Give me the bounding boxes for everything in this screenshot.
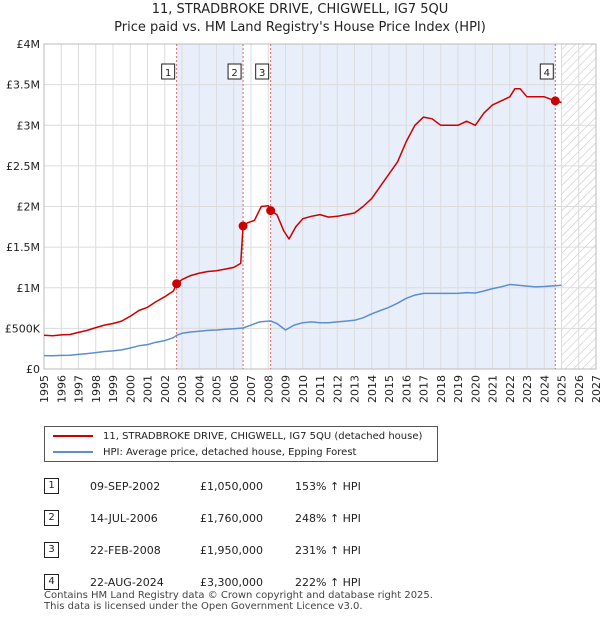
transaction-date: 22-AUG-2024 bbox=[90, 575, 164, 589]
chart-subtitle: Price paid vs. HM Land Registry's House … bbox=[114, 20, 486, 35]
x-tick-label: 2026 bbox=[573, 375, 586, 403]
x-tick-label: 1999 bbox=[107, 375, 120, 403]
y-tick-label: £3.5M bbox=[6, 79, 40, 92]
transaction-date: 22-FEB-2008 bbox=[90, 543, 161, 557]
x-tick-label: 2006 bbox=[228, 375, 241, 403]
x-tick-label: 2004 bbox=[193, 375, 206, 403]
x-tick-label: 2021 bbox=[487, 375, 500, 403]
y-tick-label: £500K bbox=[5, 322, 41, 335]
transaction-price: £1,050,000 bbox=[200, 479, 263, 493]
y-tick-label: £4M bbox=[17, 38, 41, 51]
price-chart: £0 £500K £1M £1.5M £2M £2.5M £3M £3.5M £4M 1995 19… bbox=[5, 38, 600, 403]
x-tick-label: 2014 bbox=[366, 375, 379, 403]
x-tick-label: 2010 bbox=[297, 375, 310, 403]
x-tick-label: 2013 bbox=[349, 375, 362, 403]
footer: Contains HM Land Registry data © Crown c… bbox=[44, 590, 433, 612]
legend-swatch-hpi bbox=[53, 451, 93, 453]
y-tick-label: £0 bbox=[26, 363, 40, 376]
table-row: 1 09-SEP-2002 £1,050,000 153% ↑ HPI bbox=[44, 470, 361, 502]
x-tick-label: 2016 bbox=[400, 375, 413, 403]
x-tick-label: 2009 bbox=[280, 375, 293, 403]
transaction-price: £3,300,000 bbox=[200, 575, 263, 589]
chart-title: 11, STRADBROKE DRIVE, CHIGWELL, IG7 5QU bbox=[151, 2, 449, 17]
x-tick-label: 2025 bbox=[556, 375, 569, 403]
hpi-line bbox=[43, 283, 562, 357]
y-tick-label: £2M bbox=[17, 201, 41, 214]
marker-box bbox=[161, 63, 176, 80]
x-tick-label: 2008 bbox=[262, 375, 275, 403]
sale-point bbox=[238, 221, 248, 231]
plot-frame bbox=[43, 43, 597, 370]
x-tick-label: 2015 bbox=[383, 375, 396, 403]
x-tick-label: 2017 bbox=[418, 375, 431, 403]
x-tick-label: 1995 bbox=[38, 375, 51, 403]
x-tick-label: 2007 bbox=[245, 375, 258, 403]
legend-item-property: 11, STRADBROKE DRIVE, CHIGWELL, IG7 5QU … bbox=[53, 429, 422, 443]
x-tick-label: 2023 bbox=[521, 375, 534, 403]
legend-label-hpi: HPI: Average price, detached house, Eppi… bbox=[103, 446, 357, 458]
y-tick-label: £1.5M bbox=[6, 241, 40, 254]
transaction-hpi: 231% ↑ HPI bbox=[295, 543, 361, 557]
table-row: 2 14-JUL-2006 £1,760,000 248% ↑ HPI bbox=[44, 502, 361, 534]
transaction-number: 3 bbox=[44, 542, 59, 558]
x-tick-label: 2020 bbox=[469, 375, 482, 403]
footer-copyright: Contains HM Land Registry data © Crown c… bbox=[44, 590, 433, 601]
y-tick-label: £1M bbox=[17, 282, 41, 295]
x-tick-label: 2024 bbox=[538, 375, 551, 403]
marker-box bbox=[227, 63, 242, 80]
sale-point bbox=[550, 96, 560, 106]
transaction-price: £1,760,000 bbox=[200, 511, 263, 525]
marker-label: 1 bbox=[165, 68, 171, 79]
x-tick-label: 1997 bbox=[73, 375, 86, 403]
x-tick-label: 2011 bbox=[314, 375, 327, 403]
transaction-hpi: 248% ↑ HPI bbox=[295, 511, 361, 525]
x-tick-label: 2012 bbox=[331, 375, 344, 403]
transaction-number: 1 bbox=[44, 478, 59, 494]
x-tick-label: 1996 bbox=[55, 375, 68, 403]
sale-point bbox=[266, 206, 276, 216]
transaction-number: 2 bbox=[44, 510, 59, 526]
x-tick-label: 2019 bbox=[452, 375, 465, 403]
x-tick-label: 1998 bbox=[90, 375, 103, 403]
transaction-hpi: 153% ↑ HPI bbox=[295, 479, 361, 493]
legend-item-hpi: HPI: Average price, detached house, Eppi… bbox=[53, 445, 356, 459]
chart-legend: 11, STRADBROKE DRIVE, CHIGWELL, IG7 5QU … bbox=[44, 426, 438, 462]
x-tick-label: 2005 bbox=[211, 375, 224, 403]
transaction-number: 4 bbox=[44, 574, 59, 590]
footer-license: This data is licensed under the Open Gov… bbox=[44, 601, 363, 612]
table-row: 4 22-AUG-2024 £3,300,000 222% ↑ HPI bbox=[44, 566, 361, 598]
x-tick-label: 2027 bbox=[590, 375, 600, 403]
x-tick-label: 2018 bbox=[435, 375, 448, 403]
x-tick-label: 2001 bbox=[142, 375, 155, 403]
marker-label: 2 bbox=[231, 68, 237, 79]
transactions-table: 1 09-SEP-2002 £1,050,000 153% ↑ HPI 2 14… bbox=[44, 470, 361, 598]
x-tick-label: 2003 bbox=[176, 375, 189, 403]
transaction-date: 14-JUL-2006 bbox=[90, 511, 158, 525]
legend-swatch-property bbox=[53, 435, 93, 437]
transaction-date: 09-SEP-2002 bbox=[90, 479, 161, 493]
x-tick-label: 2002 bbox=[159, 375, 172, 403]
marker-box bbox=[255, 63, 270, 80]
y-tick-label: £2.5M bbox=[6, 160, 40, 173]
sale-point bbox=[172, 279, 182, 289]
y-tick-label: £3M bbox=[17, 119, 41, 132]
marker-label: 3 bbox=[259, 68, 265, 79]
marker-box bbox=[539, 63, 554, 80]
marker-label: 4 bbox=[544, 68, 550, 79]
property-price-line bbox=[43, 87, 562, 337]
x-tick-label: 2022 bbox=[504, 375, 517, 403]
table-row: 3 22-FEB-2008 £1,950,000 231% ↑ HPI bbox=[44, 534, 361, 566]
legend-label-property: 11, STRADBROKE DRIVE, CHIGWELL, IG7 5QU … bbox=[103, 430, 423, 442]
transaction-price: £1,950,000 bbox=[200, 543, 263, 557]
transaction-hpi: 222% ↑ HPI bbox=[295, 575, 361, 589]
x-tick-label: 2000 bbox=[124, 375, 137, 403]
